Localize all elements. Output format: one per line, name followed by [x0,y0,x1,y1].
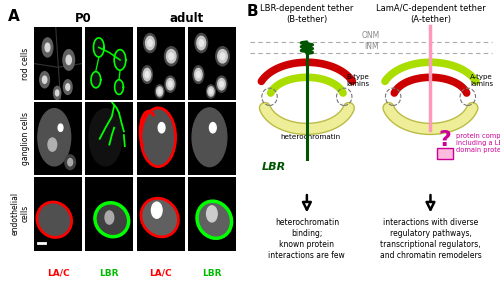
Ellipse shape [199,40,203,46]
Text: P0: P0 [76,12,92,25]
Ellipse shape [196,71,200,78]
Ellipse shape [197,201,232,238]
Text: endothelial
cells: endothelial cells [10,192,30,236]
Ellipse shape [54,86,61,99]
Ellipse shape [193,66,203,84]
Ellipse shape [56,90,59,96]
Ellipse shape [64,80,72,95]
Ellipse shape [38,109,70,166]
Ellipse shape [192,108,227,167]
Ellipse shape [218,79,225,90]
Ellipse shape [91,72,101,88]
Ellipse shape [95,203,128,237]
Ellipse shape [197,36,205,50]
FancyBboxPatch shape [436,148,453,159]
Text: LBR: LBR [262,162,285,172]
Ellipse shape [156,87,162,96]
Ellipse shape [42,76,47,83]
Ellipse shape [216,76,227,92]
Text: LBR-dependent tether
(B-tether): LBR-dependent tether (B-tether) [260,4,354,25]
Ellipse shape [206,85,216,98]
Ellipse shape [216,47,229,66]
Ellipse shape [40,72,50,88]
Text: LA/C: LA/C [150,269,172,278]
Ellipse shape [114,80,124,95]
Ellipse shape [146,71,149,78]
Text: adult: adult [169,12,203,25]
Ellipse shape [218,49,227,63]
Text: LamA/C-dependent tether
(A-tether): LamA/C-dependent tether (A-tether) [376,4,486,25]
Text: LBR: LBR [100,269,119,278]
Ellipse shape [158,123,165,133]
Text: A-type
lamins: A-type lamins [470,75,494,87]
Ellipse shape [210,123,216,133]
Text: LBR: LBR [202,269,222,278]
Text: ONM: ONM [362,31,380,40]
Ellipse shape [169,53,173,60]
Text: heterochromatin
binding;
known protein
interactions are few: heterochromatin binding; known protein i… [268,218,345,260]
Text: INM: INM [364,42,378,51]
Ellipse shape [94,38,104,57]
Ellipse shape [220,53,225,60]
Ellipse shape [210,89,212,94]
Ellipse shape [68,159,72,166]
Ellipse shape [166,79,174,90]
Ellipse shape [156,85,164,98]
Ellipse shape [158,89,161,94]
Ellipse shape [144,68,151,81]
Ellipse shape [152,202,162,218]
Text: B-type
lamins: B-type lamins [347,75,370,87]
Ellipse shape [164,47,178,66]
Text: rod cells: rod cells [21,47,30,80]
Ellipse shape [166,49,176,63]
Ellipse shape [165,76,175,92]
Text: heterochromatin: heterochromatin [280,134,341,140]
Ellipse shape [105,211,114,224]
Ellipse shape [206,206,217,222]
Ellipse shape [65,155,76,170]
Ellipse shape [141,108,176,167]
Ellipse shape [48,138,56,151]
Ellipse shape [58,124,63,131]
Ellipse shape [37,202,72,238]
Ellipse shape [66,84,70,90]
Ellipse shape [195,34,207,53]
Ellipse shape [220,81,224,87]
Ellipse shape [89,109,122,166]
Ellipse shape [148,40,152,46]
Ellipse shape [63,50,74,70]
Ellipse shape [144,34,156,53]
Text: ?: ? [438,130,451,150]
Text: A: A [8,9,19,24]
Ellipse shape [45,43,50,52]
Ellipse shape [168,81,172,87]
Text: LA/C: LA/C [47,269,70,278]
Text: interactions with diverse
regulatory pathways,
transcriptional regulators,
and c: interactions with diverse regulatory pat… [380,218,482,260]
Ellipse shape [146,36,154,50]
Ellipse shape [141,198,178,237]
Ellipse shape [142,66,152,84]
Ellipse shape [114,50,126,70]
Ellipse shape [66,55,71,64]
Ellipse shape [208,87,214,96]
Text: ganglion cells: ganglion cells [21,112,30,165]
Text: protein complexes
including a LEM
domain protein: protein complexes including a LEM domain… [456,133,500,153]
Ellipse shape [194,68,202,81]
Ellipse shape [42,38,53,57]
Text: B: B [246,4,258,19]
